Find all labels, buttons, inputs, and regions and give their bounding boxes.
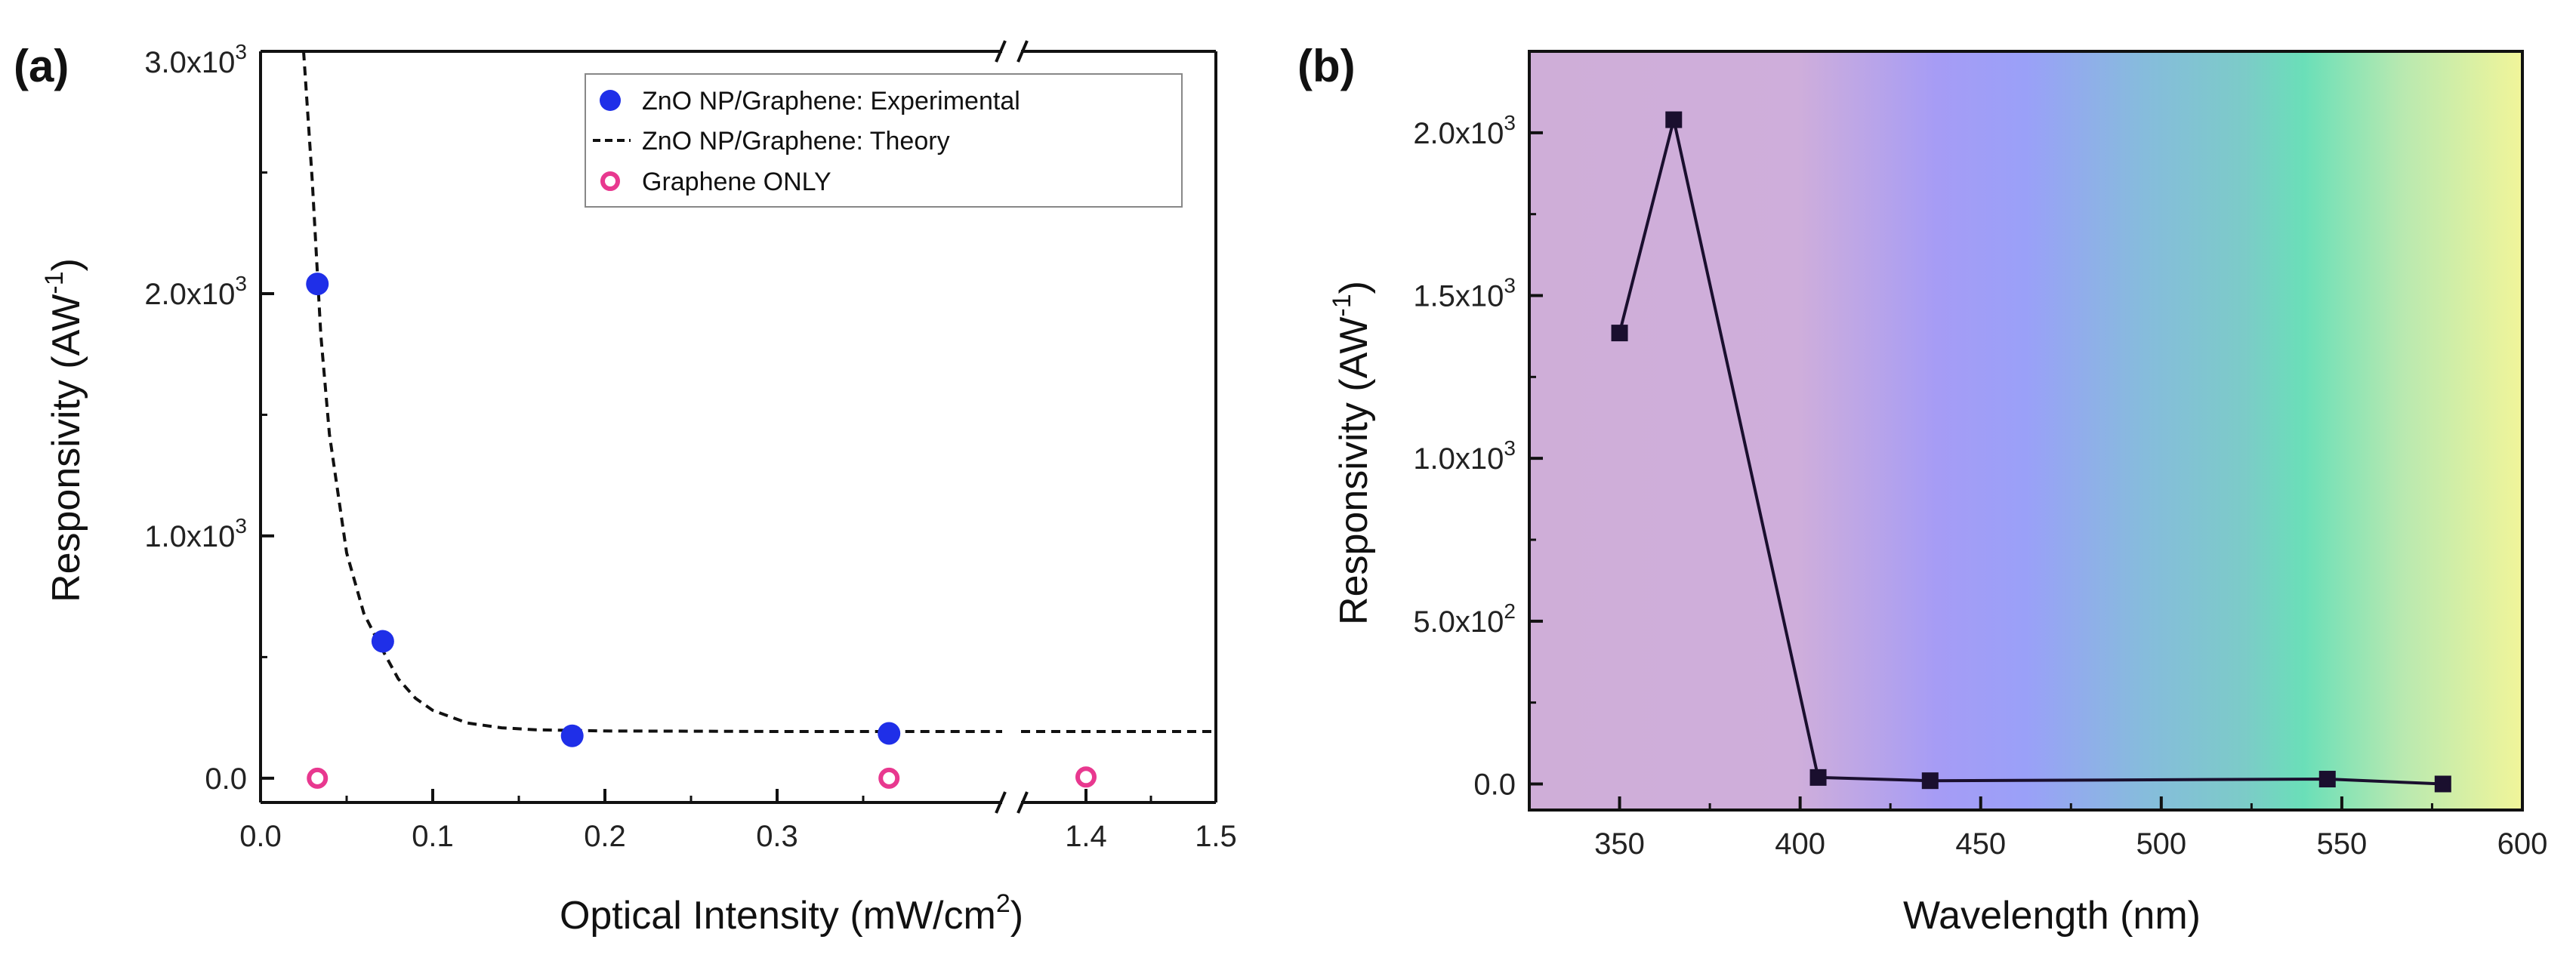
- panel-b-y-tick-label-exp: 2: [1504, 599, 1516, 623]
- panel-b-x-axis-title: Wavelength (nm): [1903, 894, 2201, 938]
- panel-a-graphene-only-point: [1075, 766, 1097, 788]
- panel-a-x-tick-label: 1.5: [1195, 820, 1237, 853]
- panel-b-y-tick-label-base: 2.0x10: [1413, 117, 1504, 150]
- panel-a-y-axis-title-main: Responsivity (AW: [45, 294, 88, 602]
- panel-b-x-tick-label: 600: [2497, 827, 2548, 861]
- panel-b-y-tick-label-base: 5.0x10: [1413, 605, 1504, 639]
- panel-a-x-ticks: 0.0 0.1 0.2 0.3 1.4 1.5: [239, 789, 1237, 853]
- panel-a-axis-break-mark: [1017, 40, 1029, 63]
- panel-a-experimental-point: [878, 722, 901, 745]
- panel-b-series-line: [1618, 119, 2443, 786]
- panel-a-x-axis-title-end: ): [1010, 894, 1023, 938]
- panel-a-y-tick-label: 2.0x103: [144, 272, 247, 311]
- panel-b-data-point: [2318, 771, 2336, 788]
- panel-b-y-tick-label-base: 0.0: [1473, 768, 1516, 801]
- panel-b: (b) 350 400 450 500 550 600 0.05.0x1021.0x103…: [1297, 41, 2547, 938]
- panel-b-x-ticks: 350 400 450 500 550 600: [1594, 796, 2547, 861]
- panel-a: (a) 0.0 0.1 0.2 0.3 1.4 1.5 0.01.0x1032.0x103…: [14, 40, 1237, 938]
- panel-b-y-axis-title-sup: -1: [1328, 294, 1356, 316]
- panel-b-data-point: [2434, 775, 2451, 793]
- panel-b-data-point: [1809, 768, 1827, 786]
- panel-a-x-axis-title-sup: 2: [996, 889, 1010, 918]
- panel-a-y-axis-title-sup: -1: [40, 271, 69, 294]
- panel-b-y-tick-label: 2.0x103: [1413, 111, 1516, 150]
- panel-b-y-axis-title-end: ): [1332, 281, 1376, 294]
- panel-b-y-tick-label-base: 1.5x10: [1413, 279, 1504, 313]
- panel-b-y-tick-label: 0.0: [1473, 768, 1516, 801]
- panel-b-label: (b): [1297, 41, 1356, 91]
- panel-a-label: (a): [14, 41, 69, 91]
- panel-b-y-tick-label: 1.0x103: [1413, 436, 1516, 476]
- panel-a-legend-label: Graphene ONLY: [642, 168, 831, 196]
- panel-b-data-point: [1665, 111, 1683, 128]
- panel-b-y-tick-label: 1.5x103: [1413, 273, 1516, 313]
- panel-a-y-tick-label: 1.0x103: [144, 514, 247, 553]
- panel-a-experimental-point: [371, 630, 394, 653]
- panel-a-y-tick-label: 3.0x103: [144, 40, 247, 79]
- panel-b-y-tick-label-exp: 3: [1504, 273, 1516, 297]
- panel-a-x-axis-title: Optical Intensity (mW/cm2): [560, 889, 1023, 938]
- panel-b-y-axis-title-main: Responsivity (AW: [1332, 317, 1376, 625]
- panel-a-legend-box: [585, 73, 1183, 208]
- panel-a-y-axis-title-end: ): [45, 258, 88, 271]
- panel-a-y-tick-label-base: 2.0x10: [144, 278, 235, 311]
- panel-a-y-tick-label-base: 3.0x10: [144, 46, 235, 79]
- panel-a-x-tick-label: 0.1: [412, 820, 454, 853]
- panel-b-frame: [1528, 50, 2524, 812]
- panel-b-data-point: [1921, 772, 1939, 790]
- panel-b-x-tick-label: 550: [2317, 827, 2368, 861]
- panel-a-x-tick-label: 1.4: [1065, 820, 1107, 853]
- panel-a-graphene-only-point: [878, 767, 900, 789]
- panel-b-plot-area: [1528, 50, 2524, 812]
- panel-a-legend-label: ZnO NP/Graphene: Experimental: [642, 87, 1020, 116]
- panel-a-x-tick-label: 0.3: [756, 820, 798, 853]
- panel-b-data-point: [1611, 325, 1628, 342]
- panel-a-axis-break-mark: [995, 40, 1007, 63]
- panel-a-axis-break-mark: [995, 791, 1007, 814]
- panel-a-legend-marker-graphene: [600, 171, 620, 191]
- panel-a-y-tick-label-exp: 3: [235, 514, 247, 537]
- panel-a-x-axis-title-main: Optical Intensity (mW/cm: [560, 894, 996, 938]
- panel-a-y-tick-label-exp: 3: [235, 272, 247, 295]
- panel-b-x-tick-label: 500: [2136, 827, 2186, 861]
- panel-a-plot-area: [259, 40, 1217, 814]
- panel-a-y-tick-label: 0.0: [205, 762, 247, 796]
- panel-a-experimental-point: [560, 724, 584, 747]
- panel-b-y-tick-label-exp: 3: [1504, 436, 1516, 460]
- panel-a-graphene-only-point: [307, 767, 329, 789]
- panel-a-legend-label: ZnO NP/Graphene: Theory: [642, 127, 950, 156]
- panel-a-legend: ZnO NP/Graphene: Experimental ZnO NP/Grap…: [585, 73, 1183, 208]
- panel-a-x-tick-label: 0.0: [239, 820, 282, 853]
- panel-a-axis-break-mark: [1017, 791, 1029, 814]
- panel-b-y-axis-title: Responsivity (AW-1): [1328, 281, 1376, 625]
- panel-a-y-tick-label-base: 0.0: [205, 762, 247, 796]
- panel-a-legend-marker-experimental: [600, 90, 621, 111]
- panel-a-y-axis-title: Responsivity (AW-1): [40, 258, 88, 602]
- panel-a-y-tick-label-base: 1.0x10: [144, 520, 235, 553]
- panel-b-y-tick-label: 5.0x102: [1413, 599, 1516, 639]
- panel-a-y-tick-label-exp: 3: [235, 40, 247, 63]
- panel-a-theory-curve: [302, 51, 1002, 733]
- panel-b-spectrum-background: [1529, 51, 2522, 810]
- panel-b-y-tick-label-exp: 3: [1504, 111, 1516, 134]
- panel-a-experimental-point: [306, 273, 329, 296]
- panel-a-x-tick-label: 0.2: [584, 820, 626, 853]
- panel-b-y-tick-label-base: 1.0x10: [1413, 442, 1504, 476]
- panel-b-x-tick-label: 350: [1594, 827, 1645, 861]
- panel-b-x-tick-label: 450: [1955, 827, 2006, 861]
- panel-b-x-tick-label: 400: [1775, 827, 1825, 861]
